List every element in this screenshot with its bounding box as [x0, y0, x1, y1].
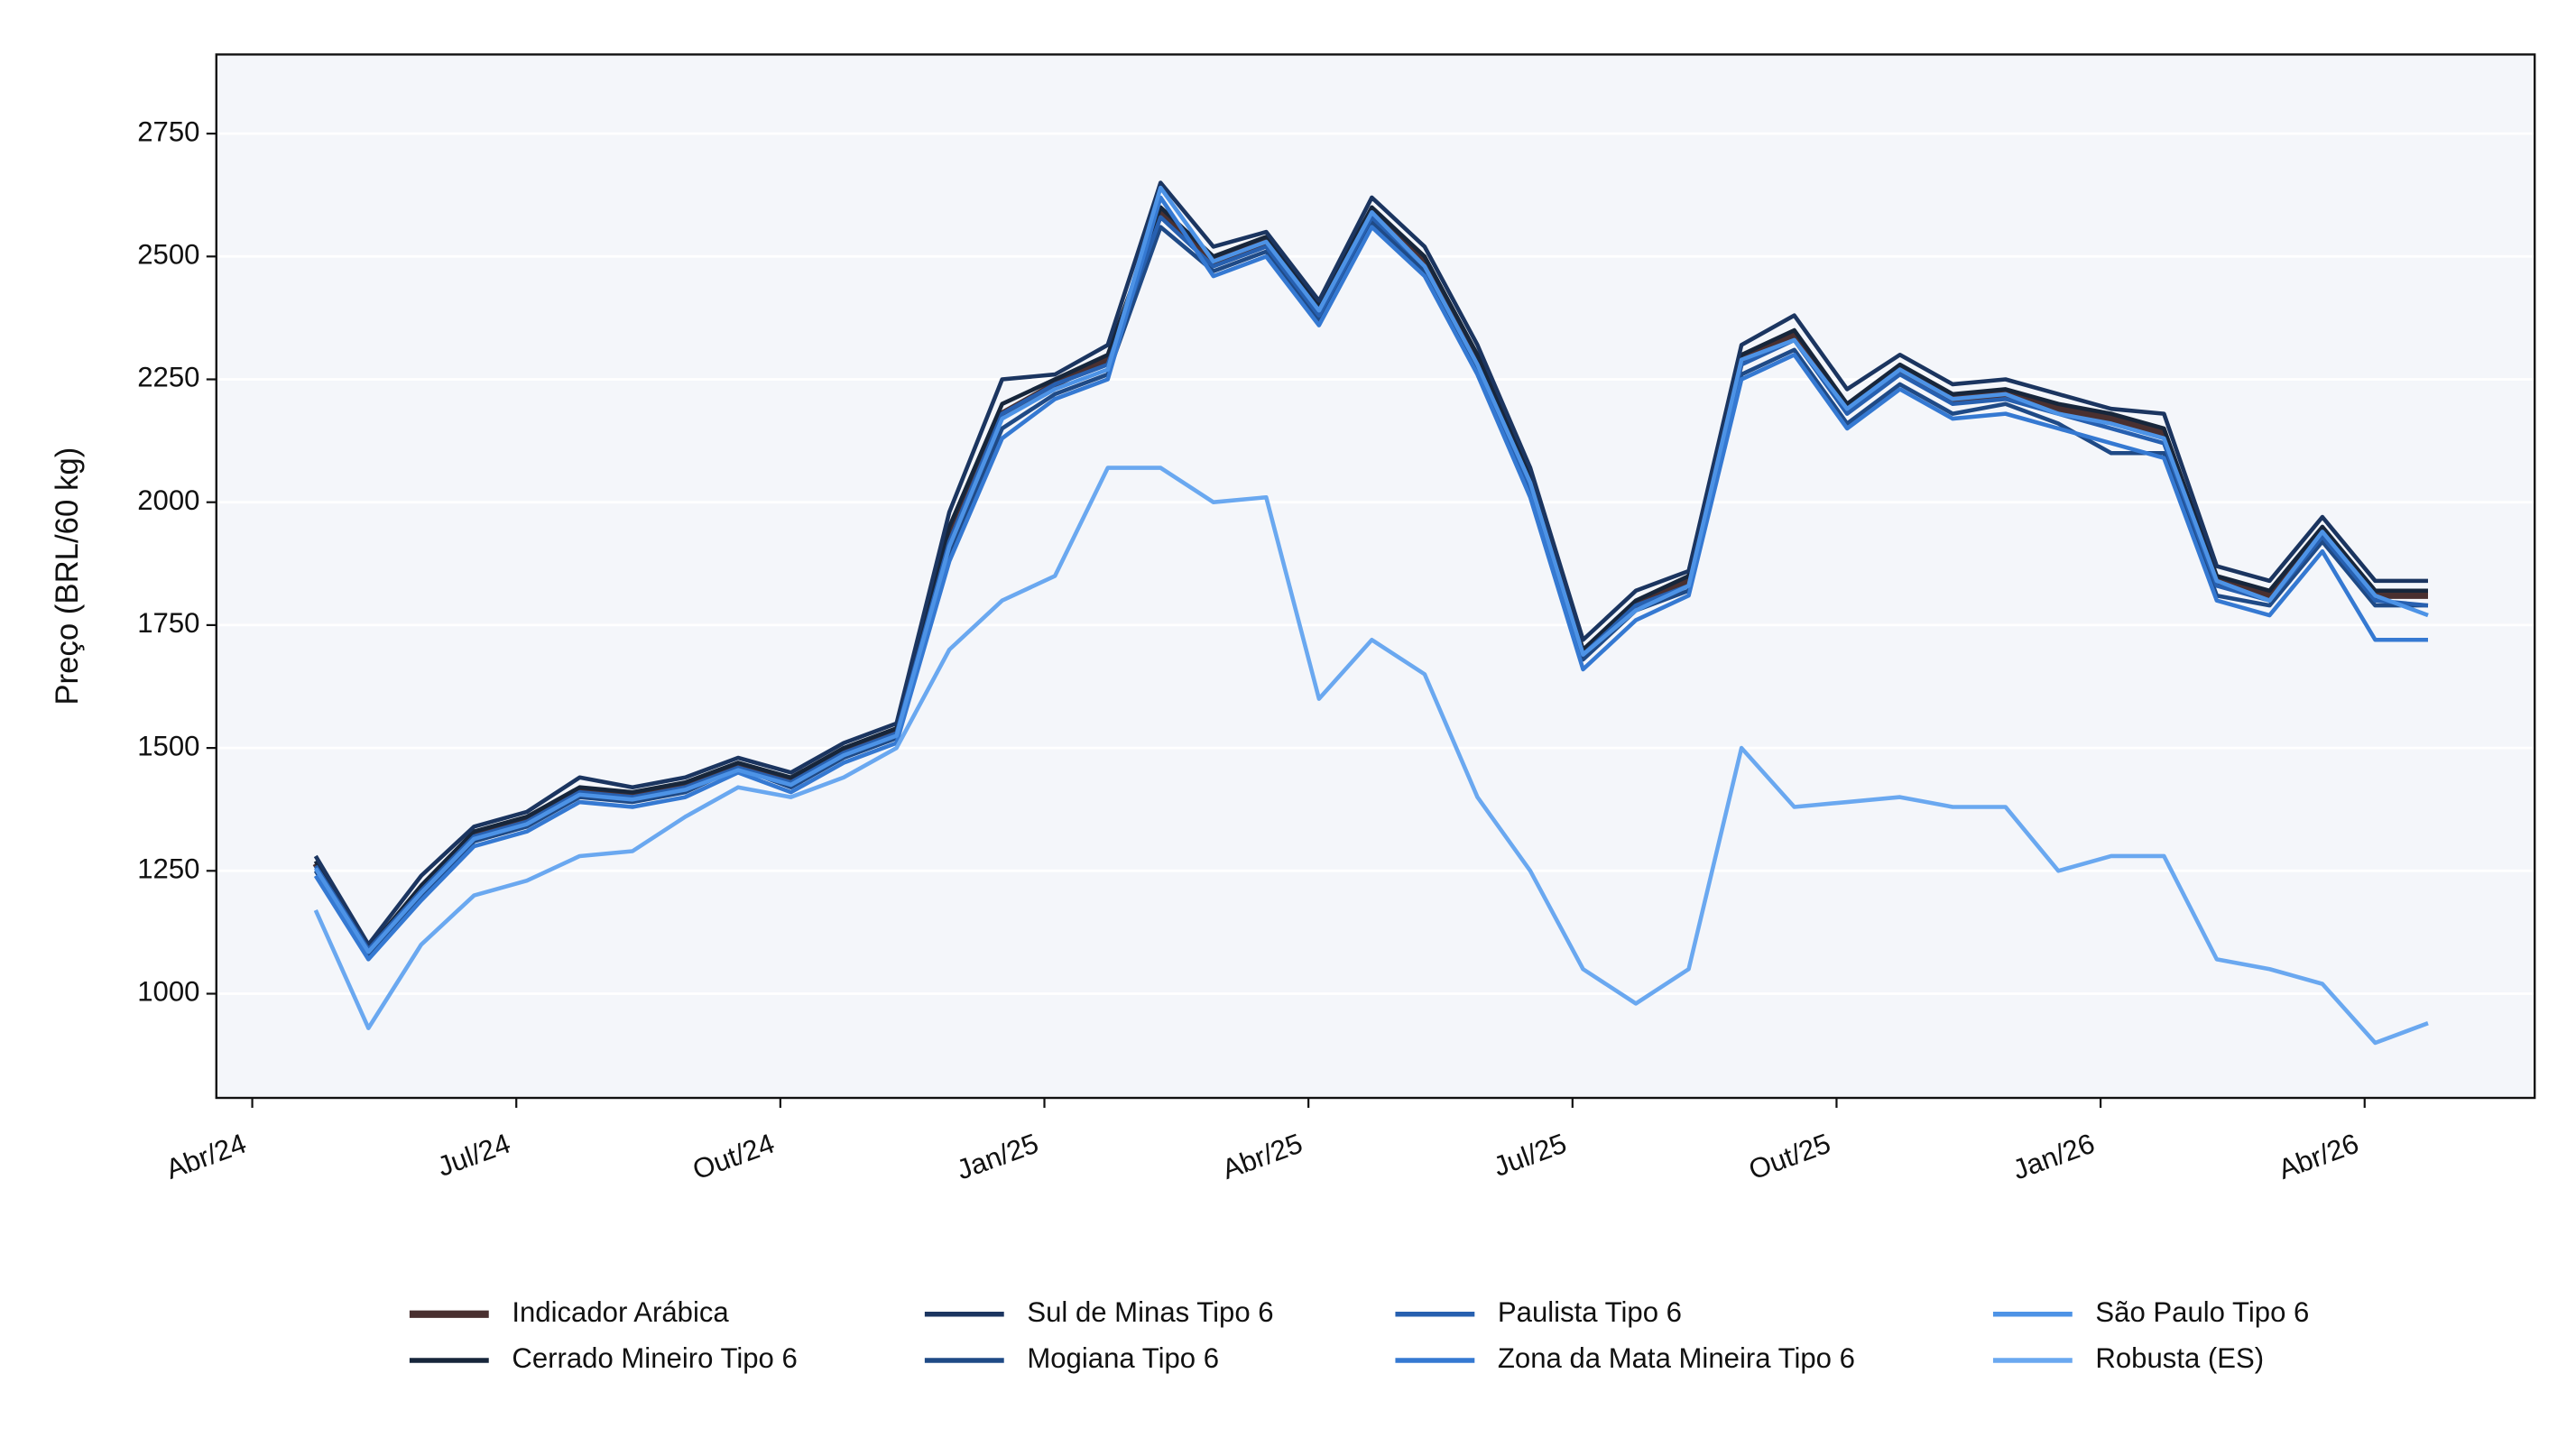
x-tick-label: Jan/26 — [2008, 1128, 2099, 1186]
y-tick-label: 1500 — [137, 730, 199, 761]
x-tick-label: Out/24 — [688, 1128, 779, 1186]
lines — [312, 180, 2429, 1046]
x-tick-label: Abr/24 — [162, 1128, 250, 1185]
legend-label: Paulista Tipo 6 — [1498, 1296, 1682, 1328]
legend: Indicador Arábica Cerrado Mineiro Tipo 6 S… — [409, 1296, 2309, 1374]
grid — [216, 132, 2535, 995]
x-tick-label: Abr/26 — [2275, 1128, 2363, 1185]
y-tick-label: 2500 — [137, 239, 199, 271]
legend-label: São Paulo Tipo 6 — [2095, 1296, 2309, 1328]
y-tick-label: 2250 — [137, 362, 199, 393]
legend-label: Cerrado Mineiro Tipo 6 — [512, 1342, 797, 1374]
y-axis-label: Preço (BRL/60 kg) — [51, 447, 85, 705]
legend-label: Sul de Minas Tipo 6 — [1027, 1296, 1273, 1328]
x-tick-label: Out/25 — [1745, 1128, 1835, 1186]
series-line — [313, 466, 2429, 1046]
legend-label: Zona da Mata Mineira Tipo 6 — [1498, 1342, 1855, 1374]
x-tick-label: Abr/25 — [1218, 1128, 1306, 1185]
x-tick-label: Jul/24 — [433, 1128, 514, 1183]
legend-label: Mogiana Tipo 6 — [1027, 1342, 1219, 1374]
y-tick-label: 1000 — [137, 976, 199, 1008]
legend-label: Indicador Arábica — [512, 1296, 729, 1328]
legend-label: Robusta (ES) — [2095, 1342, 2264, 1374]
series-line — [313, 205, 2428, 952]
series-line — [313, 185, 2429, 954]
y-tick-label: 2750 — [137, 115, 199, 147]
y-tick-label: 2000 — [137, 484, 199, 516]
plot-frame — [215, 53, 2536, 1100]
series-line — [313, 180, 2428, 947]
y-tick-label: 1250 — [137, 853, 199, 885]
x-tick-label: Jan/25 — [953, 1128, 1043, 1186]
x-tick-label: Jul/25 — [1490, 1128, 1571, 1183]
series-line — [313, 195, 2428, 962]
y-tick-label: 1750 — [137, 607, 199, 639]
